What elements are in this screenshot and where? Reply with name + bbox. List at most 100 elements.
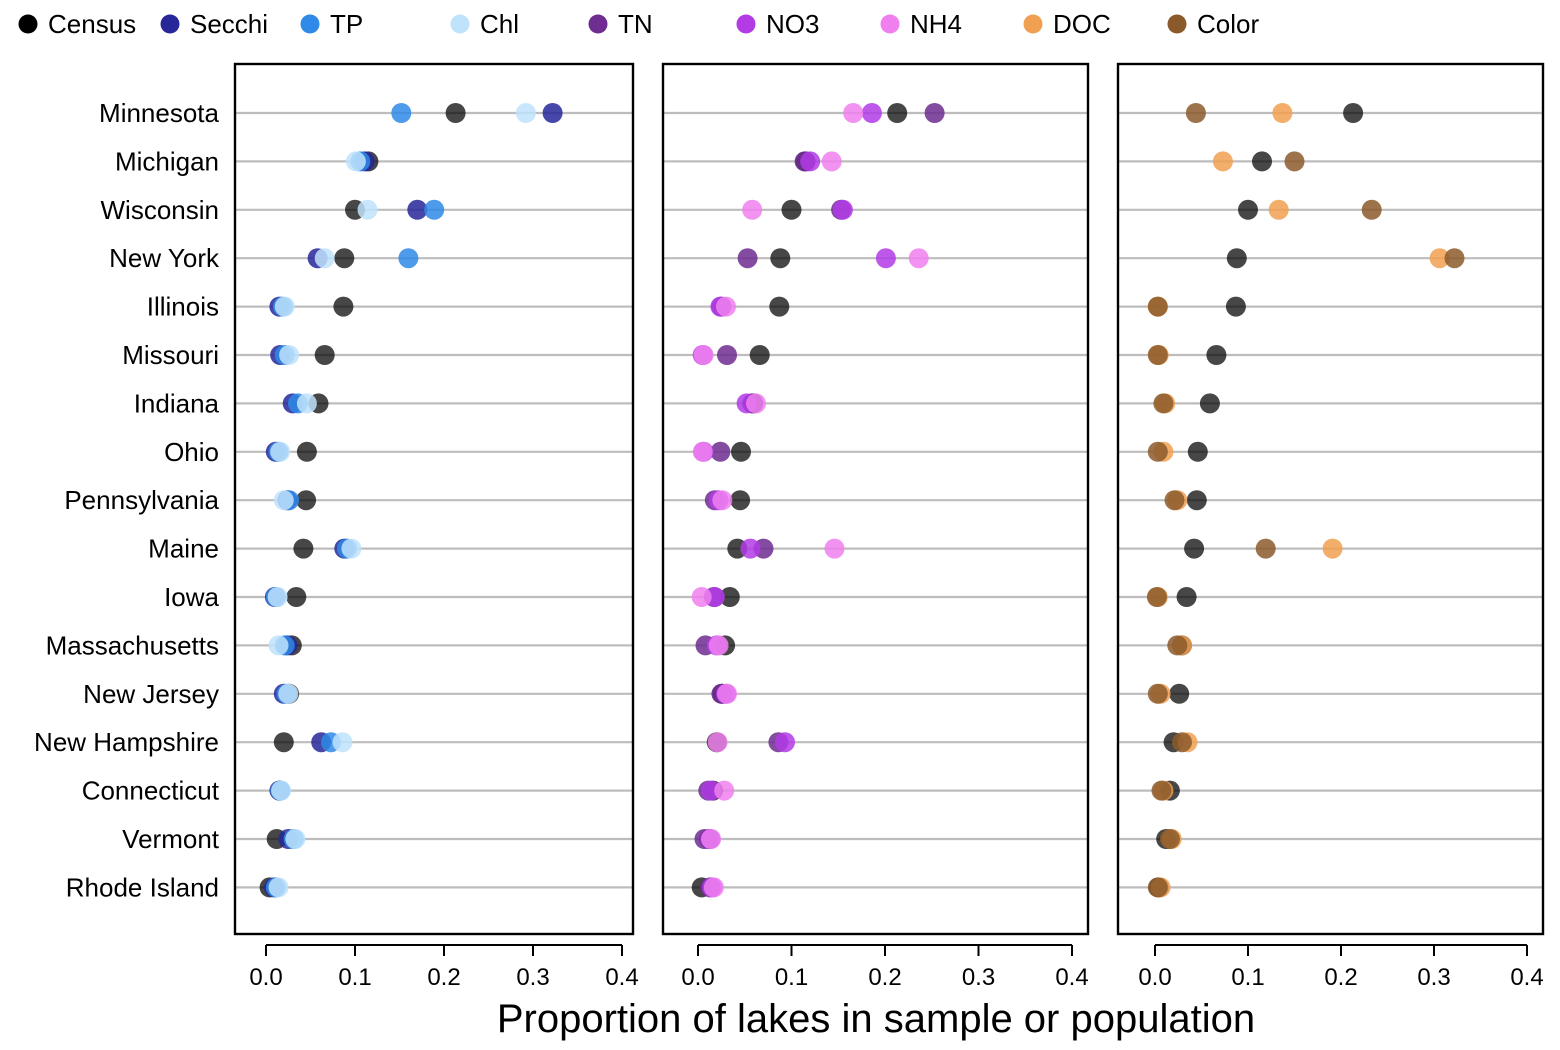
- state-label-pennsylvania: Pennsylvania: [64, 485, 219, 515]
- point-nh4-vermont: [701, 829, 722, 849]
- point-tn-minnesota: [924, 103, 945, 123]
- point-census-illinois: [769, 296, 790, 317]
- panel-frame: [661, 62, 1090, 936]
- point-census-minnesota: [445, 103, 466, 123]
- legend-label-tn: TN: [618, 9, 653, 39]
- x-axis-title: Proportion of lakes in sample or populat…: [497, 997, 1255, 1041]
- point-census-new-york: [1226, 248, 1247, 269]
- legend-item-tn: TN: [588, 9, 653, 39]
- x-tick-label: 0.3: [1417, 964, 1450, 991]
- point-census-new-york: [770, 248, 791, 269]
- legend-marker-doc: [1023, 14, 1043, 34]
- point-census-maine: [1184, 538, 1205, 559]
- point-nh4-ohio: [692, 441, 713, 462]
- legend-item-no3: NO3: [736, 9, 819, 39]
- point-nh4-rhode-island: [703, 877, 724, 898]
- legend-marker-tn: [588, 14, 608, 34]
- point-nh4-wisconsin: [742, 199, 763, 220]
- state-label-maine: Maine: [148, 534, 219, 564]
- point-color-vermont: [1159, 829, 1180, 849]
- state-label-massachusetts: Massachusetts: [46, 630, 219, 660]
- point-chl-wisconsin: [357, 199, 378, 220]
- point-census-missouri: [314, 345, 335, 365]
- point-nh4-pennsylvania: [712, 490, 733, 511]
- point-chl-new-hampshire: [332, 732, 353, 753]
- point-census-new-york: [334, 248, 355, 269]
- point-no3-michigan: [800, 151, 821, 172]
- legend-label-no3: NO3: [766, 9, 819, 39]
- x-tick-label: 0.3: [962, 964, 995, 991]
- state-label-missouri: Missouri: [122, 340, 219, 370]
- point-color-new-york: [1444, 248, 1465, 269]
- x-tick-label: 0.3: [516, 964, 549, 991]
- point-color-michigan: [1284, 151, 1305, 172]
- point-census-wisconsin: [1238, 199, 1258, 220]
- point-chl-illinois: [274, 296, 295, 317]
- panel-census-tn-no3-nh4: 0.0 0.1 0.2 0.3 0.4: [661, 62, 1090, 991]
- state-label-michigan: Michigan: [115, 146, 219, 176]
- legend-item-color: Color: [1167, 9, 1259, 39]
- x-tick-label: 0.0: [1138, 964, 1171, 991]
- x-tick-label: 0.1: [338, 964, 371, 991]
- point-census-missouri: [1206, 345, 1227, 365]
- legend-marker-census: [18, 14, 38, 34]
- panel-frame: [233, 62, 635, 936]
- legend-item-secchi: Secchi: [160, 9, 268, 39]
- state-label-minnesota: Minnesota: [99, 98, 219, 128]
- state-label-indiana: Indiana: [134, 388, 220, 418]
- point-census-michigan: [1252, 151, 1272, 172]
- point-census-new-jersey: [1169, 683, 1190, 704]
- point-chl-ohio: [270, 441, 291, 462]
- point-secchi-wisconsin: [407, 199, 428, 220]
- state-label-connecticut: Connecticut: [82, 776, 220, 806]
- point-nh4-iowa: [691, 587, 712, 607]
- state-label-vermont: Vermont: [122, 824, 220, 854]
- point-color-rhode-island: [1147, 877, 1168, 898]
- legend-label-census: Census: [48, 9, 136, 39]
- legend-marker-secchi: [160, 14, 180, 34]
- x-tick-label: 0.4: [1510, 964, 1543, 991]
- point-color-massachusetts: [1167, 635, 1188, 656]
- point-census-iowa: [286, 587, 307, 607]
- point-census-minnesota: [1343, 103, 1364, 123]
- point-nh4-michigan: [821, 151, 842, 172]
- point-chl-new-jersey: [278, 683, 299, 704]
- legend-label-color: Color: [1197, 9, 1259, 39]
- legend-marker-no3: [736, 14, 756, 34]
- point-no3-minnesota: [861, 103, 882, 123]
- point-color-wisconsin: [1361, 199, 1382, 220]
- point-chl-missouri: [279, 345, 300, 365]
- point-chl-massachusetts: [268, 635, 289, 656]
- point-no3-maine: [740, 538, 761, 559]
- point-nh4-missouri: [693, 345, 714, 365]
- legend-item-doc: DOC: [1023, 9, 1111, 39]
- state-label-rhode-island: Rhode Island: [66, 872, 219, 902]
- legend-marker-tp: [300, 14, 320, 34]
- point-chl-rhode-island: [268, 877, 289, 898]
- point-color-missouri: [1147, 345, 1168, 365]
- point-color-minnesota: [1185, 103, 1206, 123]
- point-color-new-jersey: [1147, 683, 1168, 704]
- point-doc-minnesota: [1272, 103, 1293, 123]
- point-doc-new-york: [1429, 248, 1450, 269]
- point-nh4-new-hampshire: [707, 732, 728, 753]
- point-census-missouri: [749, 345, 770, 365]
- point-color-connecticut: [1151, 780, 1172, 801]
- legend-marker-chl: [450, 14, 470, 34]
- x-tick-label: 0.4: [605, 964, 638, 991]
- point-tp-minnesota: [391, 103, 412, 123]
- point-color-iowa: [1146, 587, 1167, 607]
- x-tick-label: 0.4: [1055, 964, 1088, 991]
- point-chl-pennsylvania: [273, 490, 294, 511]
- point-nh4-new-york: [908, 248, 929, 269]
- point-no3-new-york: [875, 248, 896, 269]
- point-nh4-minnesota: [843, 103, 864, 123]
- point-census-new-hampshire: [273, 732, 294, 753]
- x-tick-label: 0.1: [775, 964, 808, 991]
- point-secchi-minnesota: [542, 103, 563, 123]
- state-label-ohio: Ohio: [164, 437, 219, 467]
- x-tick-label: 0.2: [427, 964, 460, 991]
- point-tn-missouri: [717, 345, 737, 365]
- point-chl-vermont: [285, 829, 306, 849]
- point-census-minnesota: [887, 103, 908, 123]
